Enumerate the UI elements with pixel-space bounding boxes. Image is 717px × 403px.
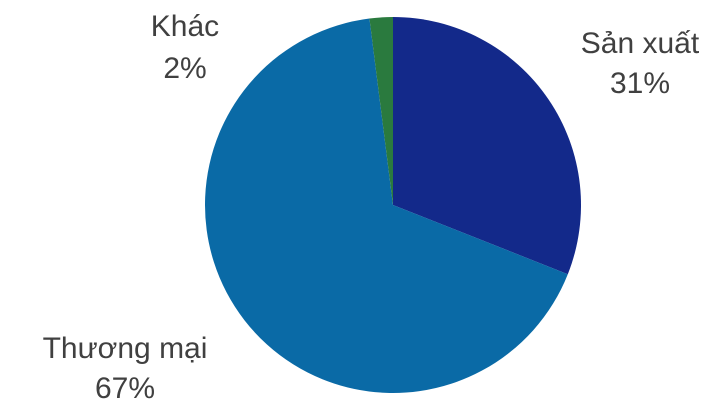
slice-label: Thương mại — [43, 332, 208, 365]
slice-value-label: 31% — [610, 67, 670, 100]
pie-slice — [369, 17, 393, 205]
slice-label: Sản xuất — [581, 27, 700, 60]
slice-label: Khác — [151, 10, 219, 43]
pie-slice — [204, 18, 568, 394]
pie-slice — [393, 17, 581, 275]
slice-value-label: 2% — [163, 52, 206, 85]
slice-value-label: 67% — [95, 372, 155, 403]
